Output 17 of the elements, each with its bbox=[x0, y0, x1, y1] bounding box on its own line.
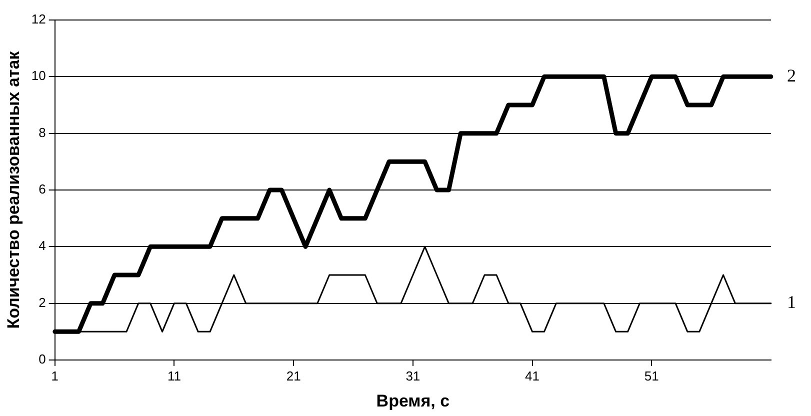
x-tick-label: 31 bbox=[406, 368, 420, 384]
y-tick-label: 8 bbox=[38, 124, 46, 140]
y-tick-label: 2 bbox=[38, 294, 46, 310]
x-tick-label: 41 bbox=[525, 368, 540, 384]
series-label: 2 bbox=[787, 65, 796, 86]
x-tick-label: 51 bbox=[644, 368, 659, 384]
x-tick-label: 1 bbox=[51, 368, 58, 384]
y-tick-label: 0 bbox=[38, 352, 46, 367]
x-tick-label: 11 bbox=[167, 368, 181, 384]
y-tick-label: 4 bbox=[38, 238, 46, 254]
x-tick-label: 21 bbox=[286, 368, 301, 384]
y-tick-label: 12 bbox=[31, 12, 46, 27]
y-axis-title: Количество реализованных атак bbox=[4, 50, 23, 329]
y-tick-label: 10 bbox=[31, 68, 46, 84]
y-tick-label: 6 bbox=[38, 182, 46, 197]
x-axis-title: Время, с bbox=[376, 391, 450, 410]
series-label: 1 bbox=[787, 292, 796, 312]
